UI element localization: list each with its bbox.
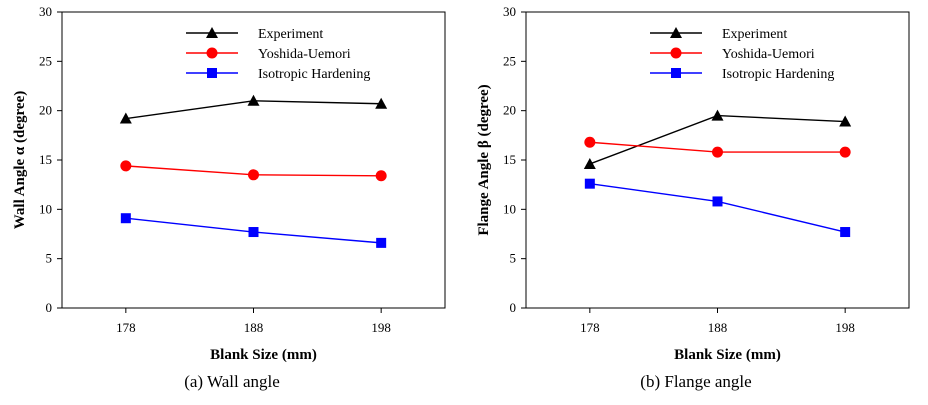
y-tick-label: 20 — [503, 103, 516, 118]
series-experiment — [119, 94, 388, 124]
y-tick-label: 5 — [510, 251, 517, 266]
y-tick-label: 20 — [39, 103, 52, 118]
y-tick-label: 30 — [39, 4, 52, 19]
legend-label-yoshida-uemori: Yoshida-Uemori — [258, 47, 351, 62]
legend-entry-yoshida-uemori: Yoshida-Uemori — [650, 47, 815, 62]
legend-entry-yoshida-uemori: Yoshida-Uemori — [186, 47, 351, 62]
legend-label-isotropic-hardening: Isotropic Hardening — [722, 67, 834, 82]
series-isotropic-hardening — [120, 213, 387, 248]
y-tick-label: 30 — [503, 4, 516, 19]
y-axis-label: Flange Angle β (degree) — [476, 84, 492, 235]
data-point-experiment — [583, 157, 596, 169]
data-point-yoshida-uemori — [584, 136, 596, 148]
legend-entry-experiment: Experiment — [186, 27, 323, 42]
chart-wall-angle: 0 5 10 15 20 25 30 178 188 198 Blank Size (mm) Wall… — [12, 4, 446, 363]
y-tick-label: 0 — [510, 300, 517, 315]
x-axis-label: Blank Size (mm) — [210, 347, 317, 363]
y-tick-label: 0 — [46, 300, 53, 315]
data-point-isotropic-hardening — [712, 196, 723, 207]
y-tick-label: 5 — [46, 251, 53, 266]
data-point-experiment — [839, 115, 852, 127]
data-point-experiment — [711, 109, 724, 121]
legend-marker-isotropic-hardening — [207, 68, 217, 78]
y-tick-label: 25 — [503, 53, 516, 68]
legend-marker-yoshida-uemori — [670, 47, 682, 59]
y-tick-label: 15 — [39, 152, 52, 167]
series-yoshida-uemori — [584, 136, 851, 158]
series-yoshida-uemori — [120, 160, 387, 182]
x-tick-label: 178 — [116, 320, 136, 335]
y-axis-label: Wall Angle α (degree) — [12, 91, 28, 230]
data-point-isotropic-hardening — [584, 178, 595, 189]
legend-label-experiment: Experiment — [722, 27, 787, 42]
caption-wall-angle: (a) Wall angle — [184, 372, 280, 391]
x-tick-label: 198 — [835, 320, 855, 335]
data-point-isotropic-hardening — [248, 227, 259, 238]
data-point-yoshida-uemori — [712, 146, 723, 158]
data-point-yoshida-uemori — [839, 146, 851, 158]
data-point-experiment — [375, 97, 388, 109]
legend-marker-yoshida-uemori — [206, 47, 218, 59]
legend-marker-isotropic-hardening — [671, 68, 681, 78]
series-experiment — [583, 109, 852, 169]
chart-panel-flange-angle: 0 5 10 15 20 25 30 178 188 198 Blank Size (mm) Flan… — [464, 0, 928, 405]
data-point-isotropic-hardening — [376, 237, 387, 248]
caption-flange-angle: (b) Flange angle — [640, 372, 752, 391]
data-point-yoshida-uemori — [375, 170, 387, 182]
legend-label-experiment: Experiment — [258, 27, 323, 42]
legend-marker-experiment — [670, 27, 682, 38]
plot-frame — [61, 11, 446, 309]
y-tick-label: 15 — [503, 152, 516, 167]
data-point-isotropic-hardening — [120, 213, 131, 224]
data-point-experiment — [247, 94, 260, 106]
series-isotropic-hardening — [584, 178, 851, 238]
data-point-isotropic-hardening — [840, 227, 851, 238]
legend-entry-experiment: Experiment — [650, 27, 787, 42]
data-point-experiment — [119, 112, 132, 124]
legend-entry-isotropic-hardening: Isotropic Hardening — [186, 67, 370, 82]
chart-panel-wall-angle: 0 5 10 15 20 25 30 178 188 198 Blank Size (mm) Wall… — [12, 4, 446, 391]
y-tick-label: 10 — [39, 201, 52, 216]
x-tick-label: 178 — [580, 320, 600, 335]
legend-marker-experiment — [206, 27, 218, 38]
x-tick-label: 188 — [244, 320, 264, 335]
data-point-yoshida-uemori — [248, 169, 259, 181]
y-tick-label: 25 — [39, 53, 52, 68]
y-tick-label: 10 — [503, 201, 516, 216]
x-tick-label: 188 — [708, 320, 728, 335]
data-point-yoshida-uemori — [120, 160, 132, 172]
legend-label-yoshida-uemori: Yoshida-Uemori — [722, 47, 815, 62]
series-line-isotropic-hardening — [589, 182, 846, 233]
plot-frame — [525, 11, 910, 309]
x-axis-label: Blank Size (mm) — [674, 347, 781, 363]
legend-entry-isotropic-hardening: Isotropic Hardening — [650, 67, 834, 82]
legend-label-isotropic-hardening: Isotropic Hardening — [258, 67, 370, 82]
x-tick-label: 198 — [371, 320, 391, 335]
chart-flange-angle: 0 5 10 15 20 25 30 178 188 198 Blank Size (mm) Flan… — [476, 4, 910, 363]
